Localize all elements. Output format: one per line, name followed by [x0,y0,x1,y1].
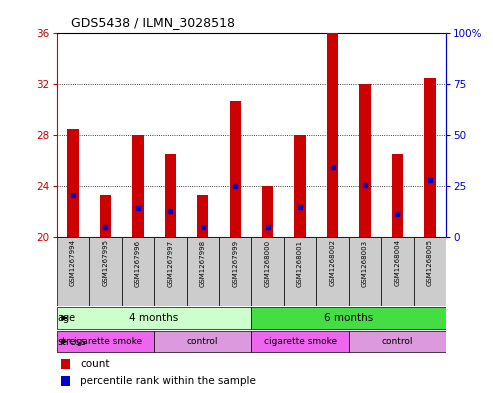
Text: GSM1267995: GSM1267995 [103,239,108,286]
Text: GSM1268004: GSM1268004 [394,239,400,286]
Text: GSM1267996: GSM1267996 [135,239,141,286]
Text: GSM1268000: GSM1268000 [265,239,271,286]
Bar [349,237,381,306]
Bar [424,78,436,237]
Bar [349,331,446,352]
Bar [165,154,176,237]
Bar [327,33,338,237]
Text: count: count [80,359,109,369]
Bar [57,307,251,329]
Bar [392,154,403,237]
Text: control: control [187,337,218,346]
Bar [132,135,143,237]
Bar [251,331,349,352]
Text: 4 months: 4 months [130,313,178,323]
Bar [219,237,251,306]
Bar [61,376,70,386]
Bar [294,135,306,237]
Text: GSM1267998: GSM1267998 [200,239,206,286]
Bar [154,237,186,306]
Bar [186,237,219,306]
Text: GSM1268002: GSM1268002 [329,239,336,286]
Bar [67,129,78,237]
Bar [359,84,371,237]
Bar [381,237,414,306]
Text: GSM1267999: GSM1267999 [232,239,238,286]
Text: cigarette smoke: cigarette smoke [69,337,142,346]
Bar [230,101,241,237]
Bar [154,331,251,352]
Bar [317,237,349,306]
Text: 6 months: 6 months [324,313,373,323]
Bar [284,237,317,306]
Bar [89,237,122,306]
Text: percentile rank within the sample: percentile rank within the sample [80,376,256,386]
Text: GDS5438 / ILMN_3028518: GDS5438 / ILMN_3028518 [71,16,236,29]
Text: GSM1267994: GSM1267994 [70,239,76,286]
Bar [122,237,154,306]
Text: age: age [57,313,75,323]
Bar [57,331,154,352]
Text: stress: stress [57,336,86,347]
Bar [251,307,446,329]
Bar [262,186,273,237]
Bar [100,195,111,237]
Text: GSM1268005: GSM1268005 [427,239,433,286]
Text: cigarette smoke: cigarette smoke [264,337,337,346]
Bar [197,195,209,237]
Text: GSM1267997: GSM1267997 [167,239,174,286]
Text: GSM1268001: GSM1268001 [297,239,303,286]
Bar [414,237,446,306]
Bar [251,237,284,306]
Text: control: control [382,337,413,346]
Bar [61,359,70,369]
Text: GSM1268003: GSM1268003 [362,239,368,286]
Bar [57,237,89,306]
